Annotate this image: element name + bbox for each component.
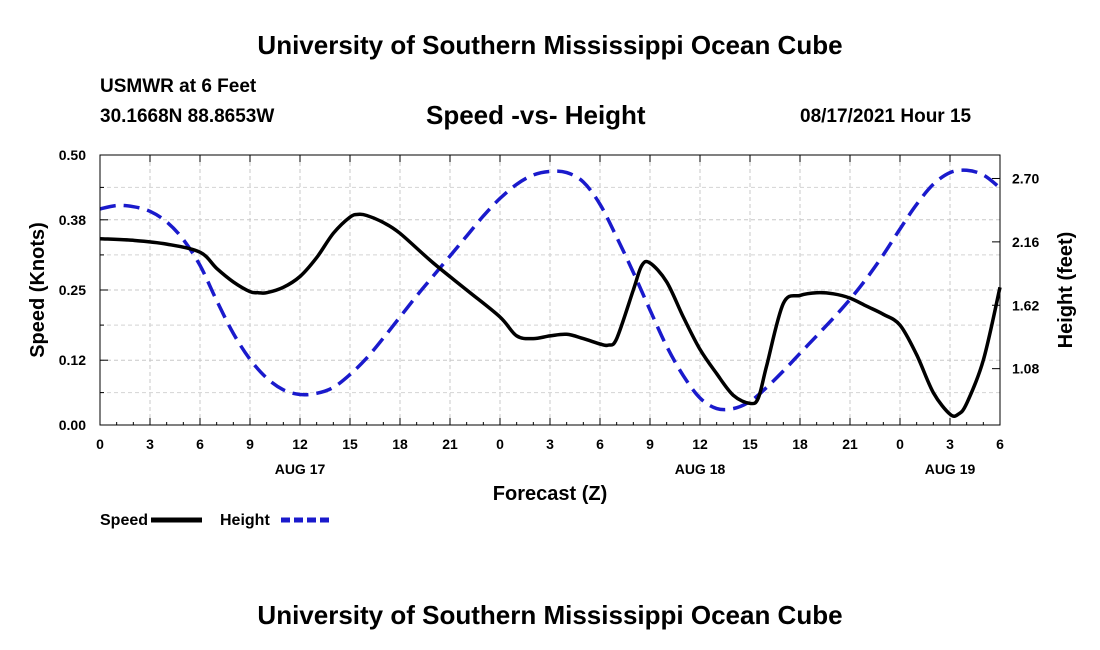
x-tick-label: 12 bbox=[292, 436, 308, 452]
y-tick-label: 0.12 bbox=[59, 352, 86, 368]
legend-label-height: Height bbox=[220, 512, 270, 529]
y-axis-title: Speed (Knots) bbox=[27, 222, 49, 358]
x-tick-label: 18 bbox=[792, 436, 808, 452]
forecast-date: 08/17/2021 Hour 15 bbox=[800, 106, 972, 127]
page-title: University of Southern Mississippi Ocean… bbox=[257, 30, 843, 60]
y2-tick-label: 2.70 bbox=[1012, 170, 1039, 186]
x-tick-label: 9 bbox=[646, 436, 654, 452]
x-tick-label: 6 bbox=[596, 436, 604, 452]
labels-layer: 0 3 6 9 12 15 18 21 0 3 6 9 12 15 18 21 0 3 6 0.00 0.12 0.25 0… bbox=[59, 147, 1040, 477]
y2-tick-label: 2.16 bbox=[1012, 234, 1039, 250]
x-tick-label: 15 bbox=[742, 436, 758, 452]
x-axis-title: Forecast (Z) bbox=[493, 483, 607, 505]
x-tick-label: 0 bbox=[96, 436, 104, 452]
legend-label-speed: Speed bbox=[100, 512, 148, 529]
ticks-layer bbox=[99, 154, 1001, 426]
x-tick-label: 3 bbox=[146, 436, 154, 452]
footer-title: University of Southern Mississippi Ocean… bbox=[257, 600, 843, 630]
y-tick-label: 0.38 bbox=[59, 212, 86, 228]
y-tick-label: 0.00 bbox=[59, 417, 86, 433]
y2-tick-label: 1.62 bbox=[1012, 297, 1039, 313]
legend: Speed Height bbox=[100, 512, 332, 529]
x-tick-label: 9 bbox=[246, 436, 254, 452]
y-tick-label: 0.25 bbox=[59, 282, 86, 298]
y2-tick-label: 1.08 bbox=[1012, 361, 1039, 377]
date-label: AUG 17 bbox=[275, 461, 326, 477]
grid-layer bbox=[100, 155, 1000, 425]
x-tick-label: 6 bbox=[196, 436, 204, 452]
x-tick-label: 3 bbox=[946, 436, 954, 452]
y-tick-label: 0.50 bbox=[59, 147, 86, 163]
station-coordinates: 30.1668N 88.8653W bbox=[100, 106, 275, 127]
x-tick-label: 0 bbox=[896, 436, 904, 452]
x-tick-label: 21 bbox=[842, 436, 858, 452]
date-label: AUG 18 bbox=[675, 461, 726, 477]
x-tick-label: 0 bbox=[496, 436, 504, 452]
date-label: AUG 19 bbox=[925, 461, 976, 477]
x-tick-label: 12 bbox=[692, 436, 708, 452]
x-tick-label: 6 bbox=[996, 436, 1004, 452]
y2-axis-title: Height (feet) bbox=[1055, 232, 1077, 349]
series-layer bbox=[99, 168, 1002, 419]
x-tick-label: 18 bbox=[392, 436, 408, 452]
chart-title: Speed -vs- Height bbox=[426, 100, 646, 130]
x-tick-label: 3 bbox=[546, 436, 554, 452]
x-tick-label: 15 bbox=[342, 436, 358, 452]
station-name: USMWR at 6 Feet bbox=[100, 76, 257, 97]
speed-series-line bbox=[99, 212, 1002, 419]
x-tick-label: 21 bbox=[442, 436, 458, 452]
